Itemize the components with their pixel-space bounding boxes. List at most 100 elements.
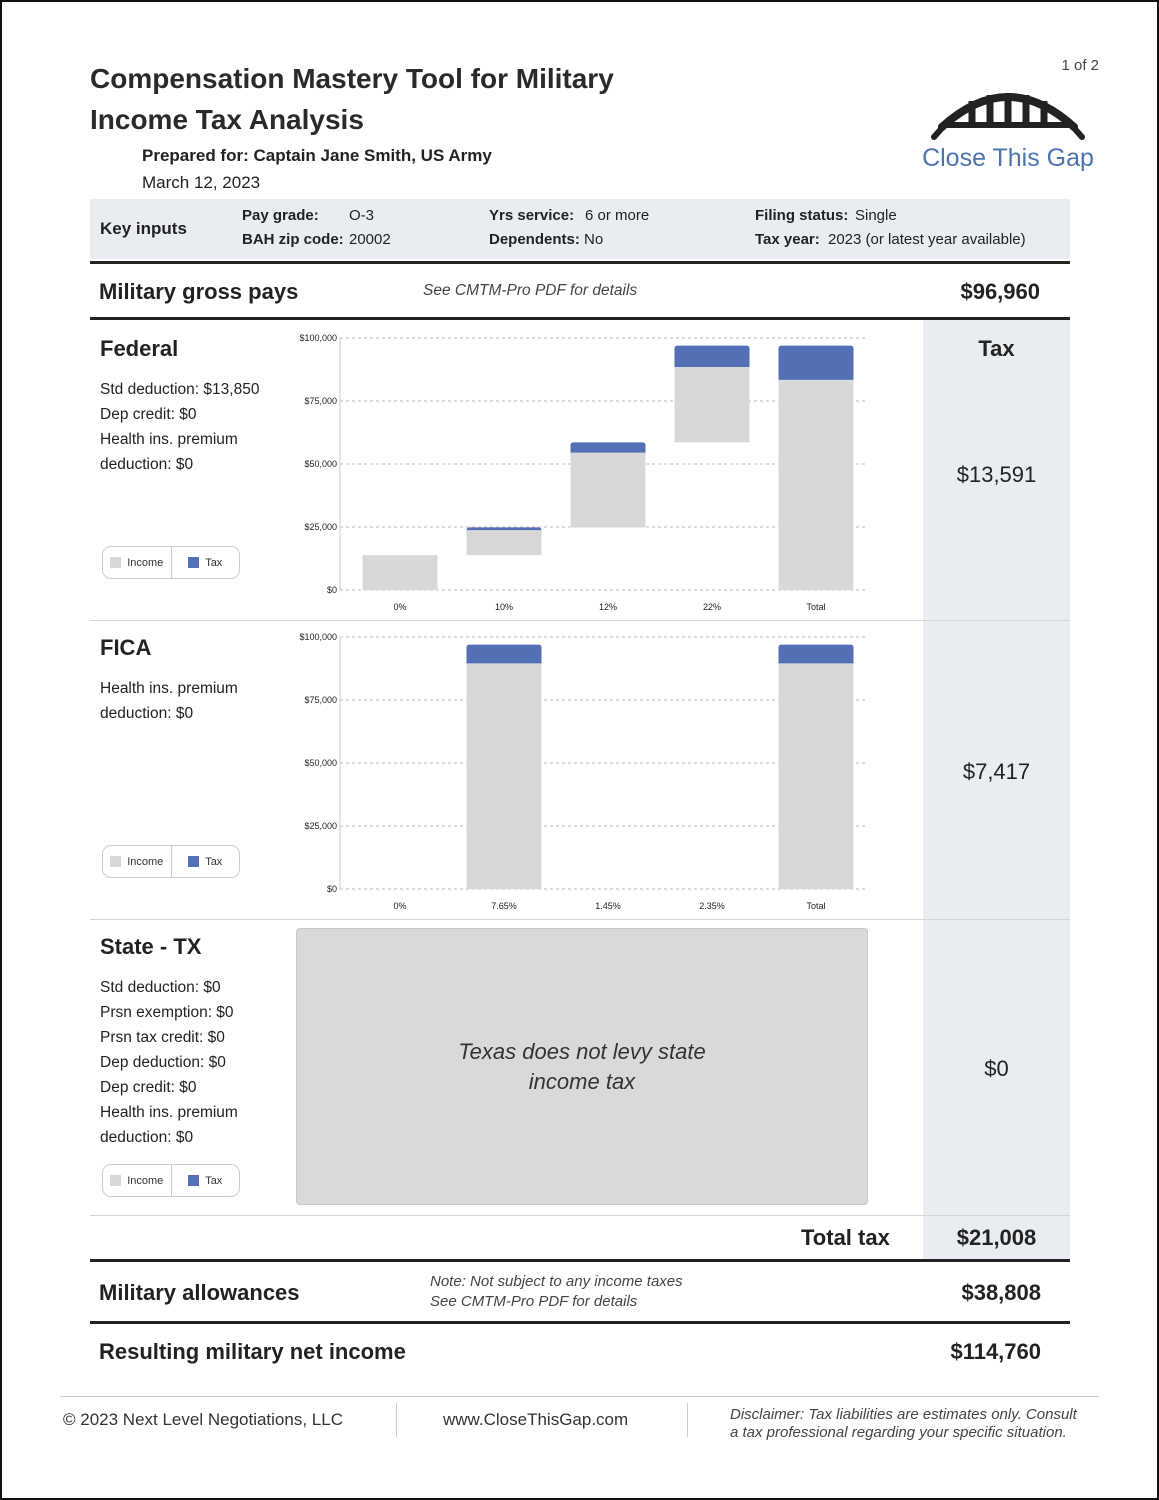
message-line: income tax bbox=[528, 1068, 636, 1094]
legend-tax: Tax bbox=[172, 846, 240, 877]
detail-line: Std deduction: $13,850 bbox=[100, 381, 260, 398]
income-bar bbox=[362, 555, 438, 590]
copyright: © 2023 Next Level Negotiations, LLC bbox=[63, 1410, 343, 1429]
gross-pays-value: $96,960 bbox=[960, 279, 1040, 304]
detail-line: Health ins. premium bbox=[100, 431, 238, 448]
federal-tax-value: $13,591 bbox=[956, 462, 1037, 487]
y-tick-label: $50,000 bbox=[304, 758, 337, 768]
legend-income: Income bbox=[103, 846, 172, 877]
page-title: Compensation Mastery Tool for Military In… bbox=[90, 58, 690, 140]
total-tax-label: Total tax bbox=[801, 1225, 890, 1250]
detail-line: deduction: $0 bbox=[100, 456, 194, 473]
tax-bar bbox=[674, 345, 750, 367]
federal-title: Federal bbox=[100, 336, 179, 361]
tax-swatch bbox=[188, 856, 200, 867]
logo: Close This Gap bbox=[918, 85, 1098, 173]
x-tick-label: 12% bbox=[599, 602, 617, 612]
yrs-service-value: 6 or more bbox=[585, 207, 650, 224]
income-bar bbox=[466, 663, 542, 889]
key-inputs-label: Key inputs bbox=[100, 219, 187, 238]
income-bar bbox=[778, 379, 854, 590]
y-tick-label: $50,000 bbox=[304, 459, 337, 469]
divider bbox=[90, 317, 1070, 320]
tax-bar bbox=[466, 527, 542, 531]
divider bbox=[90, 919, 1070, 920]
allowances-value: $38,808 bbox=[961, 1280, 1041, 1305]
page-number: 1 of 2 bbox=[1061, 57, 1099, 74]
x-tick-label: 7.65% bbox=[491, 901, 517, 911]
x-tick-label: 10% bbox=[495, 602, 513, 612]
tax-bar bbox=[466, 644, 542, 664]
divider bbox=[90, 1215, 1070, 1216]
legend-income: Income bbox=[103, 1165, 172, 1196]
legend-tax-label: Tax bbox=[205, 1174, 223, 1187]
report-date: March 12, 2023 bbox=[142, 173, 261, 192]
pay-grade-label: Pay grade: bbox=[242, 207, 319, 224]
title-line-2: Income Tax Analysis bbox=[90, 104, 364, 135]
x-tick-label: 1.45% bbox=[595, 901, 621, 911]
pay-grade-value: O-3 bbox=[349, 207, 375, 224]
x-tick-label: 2.35% bbox=[699, 901, 725, 911]
filing-status-value: Single bbox=[855, 207, 897, 224]
income-bar bbox=[674, 366, 750, 443]
title-line-1: Compensation Mastery Tool for Military bbox=[90, 63, 614, 94]
legend-tax: Tax bbox=[172, 1165, 240, 1196]
y-tick-label: $75,000 bbox=[304, 396, 337, 406]
legend-income-label: Income bbox=[127, 1174, 164, 1187]
legend-tax: Tax bbox=[172, 547, 240, 578]
tax-swatch bbox=[188, 557, 200, 568]
bridge-icon bbox=[931, 93, 1085, 140]
disclaimer-line: a tax professional regarding your specif… bbox=[730, 1424, 1067, 1441]
detail-line: Dep deduction: $0 bbox=[100, 1054, 226, 1071]
state-details: Std deduction: $0 Prsn exemption: $0 Prs… bbox=[100, 975, 238, 1150]
legend-tax-label: Tax bbox=[205, 855, 223, 868]
detail-line: Health ins. premium bbox=[100, 680, 238, 697]
logo-text: Close This Gap bbox=[922, 144, 1094, 172]
tax-bar bbox=[570, 442, 646, 453]
tax-column bbox=[923, 320, 1070, 1260]
total-tax-value: $21,008 bbox=[956, 1225, 1037, 1250]
divider bbox=[90, 261, 1070, 264]
federal-legend: Income Tax bbox=[102, 546, 240, 579]
bah-zip-value: 20002 bbox=[349, 231, 391, 248]
divider bbox=[90, 620, 1070, 621]
website-link[interactable]: www.CloseThisGap.com bbox=[443, 1410, 629, 1429]
detail-line: Prsn tax credit: $0 bbox=[100, 1029, 225, 1046]
federal-details: Std deduction: $13,850 Dep credit: $0 He… bbox=[100, 377, 259, 477]
divider bbox=[90, 1321, 1070, 1324]
x-tick-label: Total bbox=[806, 901, 825, 911]
detail-line: Std deduction: $0 bbox=[100, 979, 221, 996]
gross-pays-label: Military gross pays bbox=[99, 279, 299, 304]
income-bar bbox=[570, 452, 646, 528]
tax-bar bbox=[778, 345, 854, 380]
tax-swatch bbox=[188, 1175, 200, 1186]
detail-line: deduction: $0 bbox=[100, 1129, 194, 1146]
x-tick-label: 0% bbox=[393, 602, 406, 612]
fica-title: FICA bbox=[100, 635, 152, 660]
income-swatch bbox=[110, 557, 122, 568]
note-line: Note: Not subject to any income taxes bbox=[430, 1273, 683, 1290]
y-tick-label: $25,000 bbox=[304, 522, 337, 532]
legend-tax-label: Tax bbox=[205, 556, 223, 569]
fica-legend: Income Tax bbox=[102, 845, 240, 878]
disclaimer-line: Disclaimer: Tax liabilities are estimate… bbox=[730, 1406, 1077, 1423]
footer-separator bbox=[687, 1403, 688, 1437]
divider bbox=[90, 1259, 1070, 1262]
income-swatch bbox=[110, 1175, 122, 1186]
state-legend: Income Tax bbox=[102, 1164, 240, 1197]
gross-pays-note: See CMTM-Pro PDF for details bbox=[423, 282, 638, 299]
fica-chart: $0 $25,000 $50,000 $75,000 $100,000 0% 7.65% 1.… bbox=[299, 632, 868, 911]
detail-line: deduction: $0 bbox=[100, 705, 194, 722]
income-bar bbox=[778, 663, 854, 889]
bah-zip-label: BAH zip code: bbox=[242, 231, 344, 248]
disclaimer: Disclaimer: Tax liabilities are estimate… bbox=[730, 1406, 1077, 1442]
federal-chart: $0 $25,000 $50,000 $75,000 $100,000 0% 10% 12% 2… bbox=[299, 333, 868, 612]
x-tick-label: Total bbox=[806, 602, 825, 612]
filing-status-label: Filing status: bbox=[755, 207, 849, 224]
note-line: See CMTM-Pro PDF for details bbox=[430, 1293, 638, 1310]
tax-year-label: Tax year: bbox=[755, 231, 820, 248]
fica-details: Health ins. premium deduction: $0 bbox=[100, 676, 238, 726]
message-line: Texas does not levy state bbox=[458, 1038, 706, 1064]
detail-line: Health ins. premium bbox=[100, 1104, 238, 1121]
